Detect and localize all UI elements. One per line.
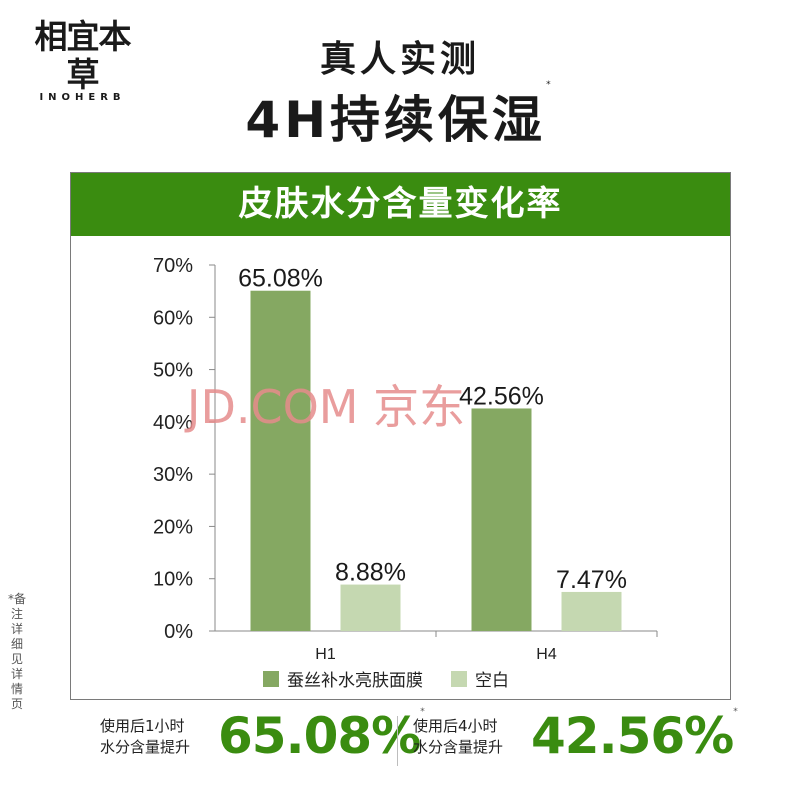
data-label: 7.47%: [556, 566, 627, 594]
y-tick-label: 30%: [153, 464, 193, 486]
brand-name-cn: 相宜本草: [34, 17, 132, 94]
stat-h4-value-wrap: 42.56%*: [531, 707, 738, 765]
stat-h1-value-wrap: 65.08%*: [218, 707, 425, 765]
stat-h4-line1: 使用后4小时: [413, 717, 498, 735]
brand-logo: 相宜本草 INOHERB: [20, 17, 145, 104]
stat-h1-line2: 水分含量提升: [100, 738, 191, 756]
stat-h4-asterisk: *: [733, 707, 737, 717]
bar-h4-series-2: [561, 591, 622, 631]
x-tick-label: H4: [536, 646, 557, 663]
stat-h1: 使用后1小时 水分含量提升 65.08%*: [100, 707, 425, 772]
headline-sub: 真人实测: [319, 39, 480, 80]
legend-swatch-1: [263, 671, 279, 687]
stat-h1-label: 使用后1小时 水分含量提升: [100, 716, 190, 758]
bar-chart: 0% 10% 20% 30% 40% 50% 60% 70% 65.08% 8.88% H1 42.5…: [153, 255, 658, 691]
y-tick-label: 40%: [153, 412, 193, 434]
chart-title: 皮肤水分含量变化率: [71, 173, 730, 236]
legend-swatch-2: [451, 671, 467, 687]
x-tick-label: H1: [315, 646, 336, 663]
stat-h4-value: 42.56%: [531, 707, 734, 765]
stat-divider: [397, 716, 398, 766]
headline-asterisk: *: [546, 80, 555, 90]
legend-label-1: 蚕丝补水亮肤面膜: [287, 671, 423, 691]
stat-h1-line1: 使用后1小时: [100, 717, 185, 735]
y-tick-label: 70%: [153, 255, 193, 277]
stat-h4-label: 使用后4小时 水分含量提升: [413, 716, 503, 758]
stat-h1-value: 65.08%: [218, 707, 421, 765]
data-label: 65.08%: [238, 265, 323, 293]
y-tick-label: 50%: [153, 360, 193, 382]
stat-h1-asterisk: *: [420, 707, 424, 717]
y-tick-label: 10%: [153, 569, 193, 591]
data-label: 42.56%: [459, 382, 544, 410]
watermark: JD.COM 京东: [184, 380, 465, 434]
brand-name-en: INOHERB: [39, 92, 126, 103]
headline-main: 4H持续保湿*: [0, 80, 800, 152]
y-tick-label: 0%: [164, 621, 193, 643]
chart-panel: 皮肤水分含量变化率 0% 10% 20% 30% 40% 50% 60% 70% 65.08% 8…: [70, 172, 731, 700]
headline-main-text: 4H持续保湿: [245, 91, 547, 149]
bar-h1-series-1: [250, 290, 311, 631]
bar-h1-series-2: [340, 584, 401, 631]
stat-h4-line2: 水分含量提升: [413, 738, 504, 756]
stat-h4: 使用后4小时 水分含量提升 42.56%*: [413, 707, 738, 772]
data-label: 8.88%: [335, 559, 406, 587]
bar-h4-series-1: [471, 408, 532, 631]
legend-label-2: 空白: [475, 671, 509, 691]
side-note: *备注详细见详情页: [8, 592, 27, 711]
y-tick-label: 20%: [153, 516, 193, 538]
y-tick-label: 60%: [153, 307, 193, 329]
